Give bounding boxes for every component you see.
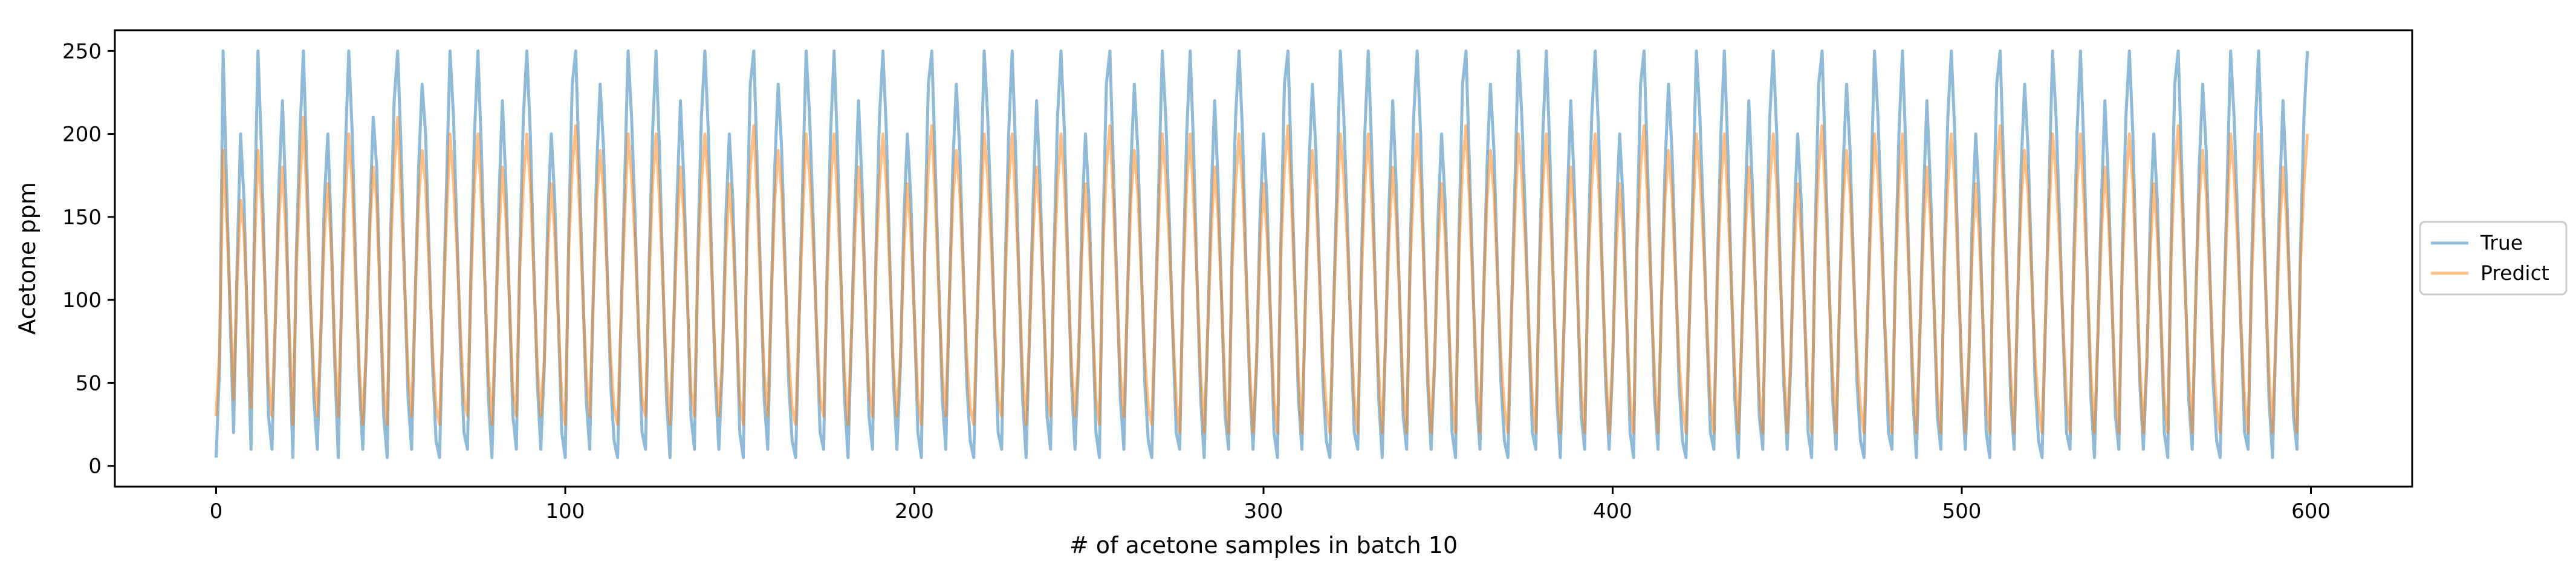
- x-tick-label: 100: [546, 499, 585, 523]
- legend-box: [2419, 221, 2568, 296]
- series-layer: [214, 49, 2309, 459]
- legend-label-predict: Predict: [2480, 261, 2549, 285]
- x-tick-label: 400: [1593, 499, 1632, 523]
- series-line-predict: [214, 115, 2309, 435]
- x-tick-label: 600: [2291, 499, 2331, 523]
- x-tick-label: 0: [210, 499, 223, 523]
- y-tick-label: 150: [62, 206, 102, 230]
- y-tick-label: 200: [62, 123, 102, 147]
- y-tick-label: 100: [62, 288, 102, 313]
- legend: True Predict: [2419, 221, 2568, 296]
- legend-label-true: True: [2480, 231, 2523, 254]
- y-tick-label: 0: [88, 455, 102, 479]
- x-tick-label: 200: [895, 499, 934, 523]
- x-axis-ticks: 0 100 200 300 400 500 600: [210, 487, 2331, 523]
- x-tick-label: 300: [1244, 499, 1283, 523]
- y-tick-label: 50: [76, 371, 102, 395]
- y-axis-label: Acetone ppm: [14, 182, 41, 335]
- y-axis-ticks: 0 50 100 150 200 250: [62, 39, 115, 479]
- x-axis-label: # of acetone samples in batch 10: [1069, 532, 1458, 559]
- x-tick-label: 500: [1942, 499, 1982, 523]
- y-tick-label: 250: [62, 39, 102, 63]
